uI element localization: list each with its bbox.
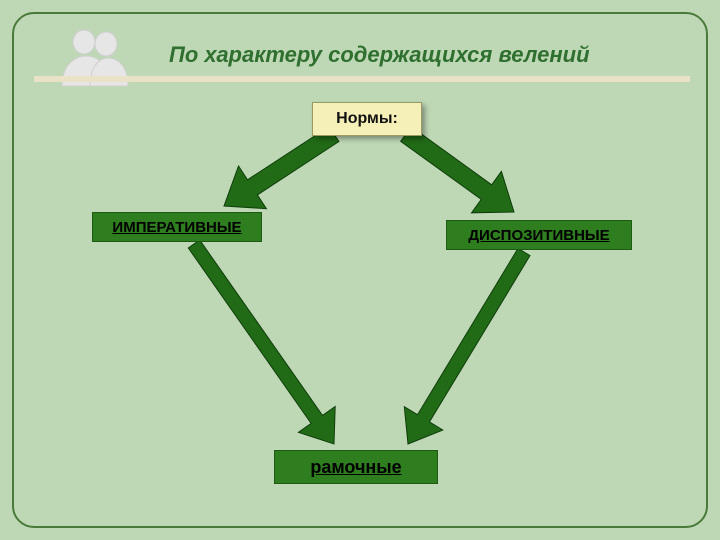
node-right-label: ДИСПОЗИТИВНЫЕ — [468, 227, 609, 244]
arrow — [401, 127, 514, 213]
slide: По характеру содержащихся велений Нормы:… — [0, 0, 720, 540]
node-root: Нормы: — [312, 102, 422, 136]
node-bottom: рамочные — [274, 450, 438, 484]
node-left-label: ИМПЕРАТИВНЫЕ — [112, 219, 241, 236]
slide-inner: По характеру содержащихся велений Нормы:… — [12, 12, 708, 528]
node-right: ДИСПОЗИТИВНЫЕ — [446, 220, 632, 250]
node-left: ИМПЕРАТИВНЫЕ — [92, 212, 262, 242]
arrow — [224, 127, 339, 209]
arrow — [404, 248, 530, 444]
node-bottom-label: рамочные — [310, 457, 401, 478]
node-root-label: Нормы: — [336, 110, 398, 128]
arrow — [188, 240, 335, 444]
